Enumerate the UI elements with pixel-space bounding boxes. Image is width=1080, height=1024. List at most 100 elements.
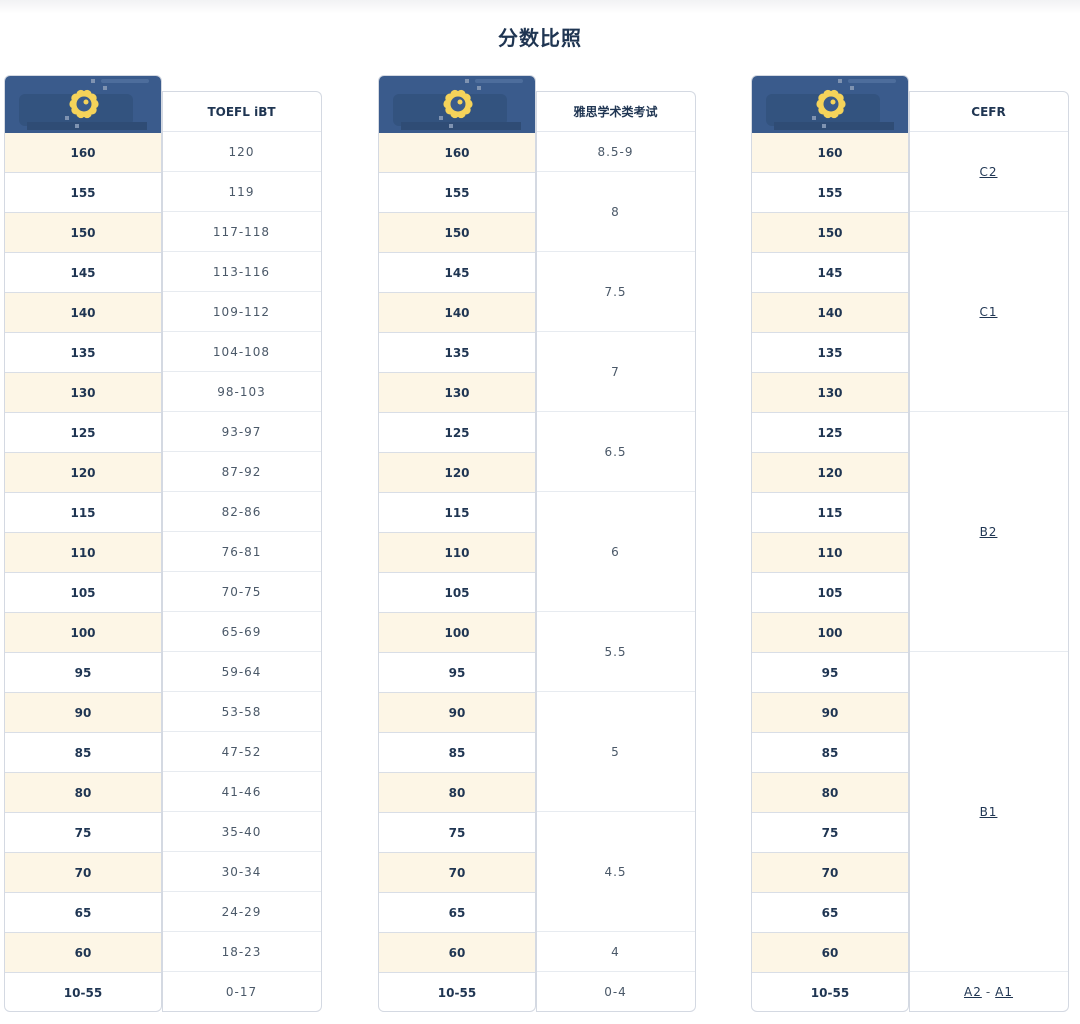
cefr-link[interactable]: C1 bbox=[979, 304, 998, 319]
score-cell: 100 bbox=[5, 613, 161, 653]
score-cell: 70 bbox=[379, 853, 535, 893]
header-decoration bbox=[65, 116, 69, 120]
score-cell: 60 bbox=[5, 933, 161, 973]
equivalent-cell: 117-118 bbox=[162, 212, 321, 252]
equivalent-cell: 109-112 bbox=[162, 292, 321, 332]
cefr-link[interactable]: C2 bbox=[979, 164, 998, 179]
equivalent-cell: 35-40 bbox=[162, 812, 321, 852]
badge-logo-icon bbox=[443, 89, 473, 119]
cefr-link[interactable]: A2 bbox=[963, 985, 982, 999]
equivalent-cell: 53-58 bbox=[162, 692, 321, 732]
score-cell: 85 bbox=[752, 733, 908, 773]
equivalent-cell: 98-103 bbox=[162, 372, 321, 412]
score-cell: 75 bbox=[5, 813, 161, 853]
score-cell: 90 bbox=[752, 693, 908, 733]
score-cell: 95 bbox=[379, 653, 535, 693]
score-cell: 160 bbox=[379, 133, 535, 173]
equivalent-cell: 24-29 bbox=[162, 892, 321, 932]
score-cell: 120 bbox=[5, 453, 161, 493]
score-cell: 135 bbox=[379, 333, 535, 373]
score-cell: 115 bbox=[379, 493, 535, 533]
score-cell: 110 bbox=[752, 533, 908, 573]
badge-logo-icon bbox=[69, 89, 99, 119]
equivalent-cell: 104-108 bbox=[162, 332, 321, 372]
score-column: 160 155 150 145 140 135 130 125 120 115 110 105 100 9… bbox=[4, 75, 162, 1012]
equivalent-cell: B1 bbox=[909, 652, 1068, 972]
score-cell: 140 bbox=[379, 293, 535, 333]
score-cell: 65 bbox=[379, 893, 535, 933]
score-cell: 105 bbox=[379, 573, 535, 613]
header-decoration bbox=[812, 116, 816, 120]
equivalent-cell: 47-52 bbox=[162, 732, 321, 772]
equivalent-cell: 65-69 bbox=[162, 612, 321, 652]
equivalent-cell: 4 bbox=[536, 932, 695, 972]
header-decoration bbox=[774, 122, 894, 130]
score-cell: 135 bbox=[752, 333, 908, 373]
range-separator: - bbox=[985, 985, 992, 999]
equivalent-cell: 8.5-9 bbox=[536, 132, 695, 172]
score-cell: 125 bbox=[752, 413, 908, 453]
equivalent-cell: 76-81 bbox=[162, 532, 321, 572]
score-cell: 90 bbox=[5, 693, 161, 733]
score-cell: 130 bbox=[5, 373, 161, 413]
score-cell: 10-55 bbox=[810, 986, 850, 1000]
score-cell: 100 bbox=[379, 613, 535, 653]
score-cell: 150 bbox=[752, 213, 908, 253]
score-cell: 75 bbox=[379, 813, 535, 853]
equivalent-column: 雅思学术类考试 8.5-9 8 7.5 7 6.5 6 5.5 5 4.5 4 0-4 bbox=[536, 91, 696, 1012]
cefr-link[interactable]: A1 bbox=[995, 985, 1014, 999]
header-decoration bbox=[439, 116, 443, 120]
header-decoration bbox=[848, 79, 896, 83]
equivalent-cell: 6 bbox=[536, 492, 695, 612]
equivalent-cell: 7 bbox=[536, 332, 695, 412]
equivalent-cell: 113-116 bbox=[162, 252, 321, 292]
score-cell: 155 bbox=[752, 173, 908, 213]
score-cell: 150 bbox=[5, 213, 161, 253]
column-header: CEFR bbox=[909, 92, 1068, 132]
equivalent-cell: 70-75 bbox=[162, 572, 321, 612]
score-cell: 60 bbox=[379, 933, 535, 973]
header-decoration bbox=[822, 124, 826, 128]
column-header: TOEFL iBT bbox=[162, 92, 321, 132]
score-cell: 10-55 bbox=[63, 986, 103, 1000]
score-cell: 130 bbox=[379, 373, 535, 413]
logo-header bbox=[752, 76, 908, 133]
score-cell: 155 bbox=[5, 173, 161, 213]
header-decoration bbox=[27, 122, 147, 130]
header-decoration bbox=[465, 79, 469, 83]
equivalent-cell: 5 bbox=[536, 692, 695, 812]
score-cell: 155 bbox=[379, 173, 535, 213]
score-cell: 95 bbox=[752, 653, 908, 693]
equivalent-column: TOEFL iBT 120 119 117-118 113-116 109-112 104-… bbox=[162, 91, 322, 1012]
equivalent-cell: 59-64 bbox=[162, 652, 321, 692]
score-cell: 95 bbox=[5, 653, 161, 693]
score-cell: 80 bbox=[379, 773, 535, 813]
score-cell: 145 bbox=[752, 253, 908, 293]
score-column: 160 155 150 145 140 135 130 125 120 115 110 105 100 9… bbox=[378, 75, 536, 1012]
equivalent-cell: 5.5 bbox=[536, 612, 695, 692]
score-cell: 85 bbox=[5, 733, 161, 773]
header-decoration bbox=[401, 122, 521, 130]
score-cell: 120 bbox=[379, 453, 535, 493]
equivalent-cell: 4.5 bbox=[536, 812, 695, 932]
score-cell: 70 bbox=[5, 853, 161, 893]
score-cell: 85 bbox=[379, 733, 535, 773]
equivalent-cell: 119 bbox=[162, 172, 321, 212]
equivalent-cell: 8 bbox=[536, 172, 695, 252]
equivalent-cell: 7.5 bbox=[536, 252, 695, 332]
header-decoration bbox=[477, 86, 481, 90]
cefr-link[interactable]: B2 bbox=[979, 524, 998, 539]
equivalent-cell: B2 bbox=[909, 412, 1068, 652]
score-cell: 70 bbox=[752, 853, 908, 893]
cefr-link[interactable]: B1 bbox=[979, 804, 998, 819]
equivalent-column: CEFR C2 C1 B2 B1 A2- A1 bbox=[909, 91, 1069, 1012]
equivalent-cell: 30-34 bbox=[162, 852, 321, 892]
equivalent-cell: 0-4 bbox=[604, 985, 627, 999]
score-cell: 145 bbox=[5, 253, 161, 293]
score-cell: 130 bbox=[752, 373, 908, 413]
score-cell: 60 bbox=[752, 933, 908, 973]
equivalent-cell: A2- A1 bbox=[909, 972, 1068, 1011]
score-cell: 125 bbox=[379, 413, 535, 453]
score-cell: 75 bbox=[752, 813, 908, 853]
header-decoration bbox=[838, 79, 842, 83]
